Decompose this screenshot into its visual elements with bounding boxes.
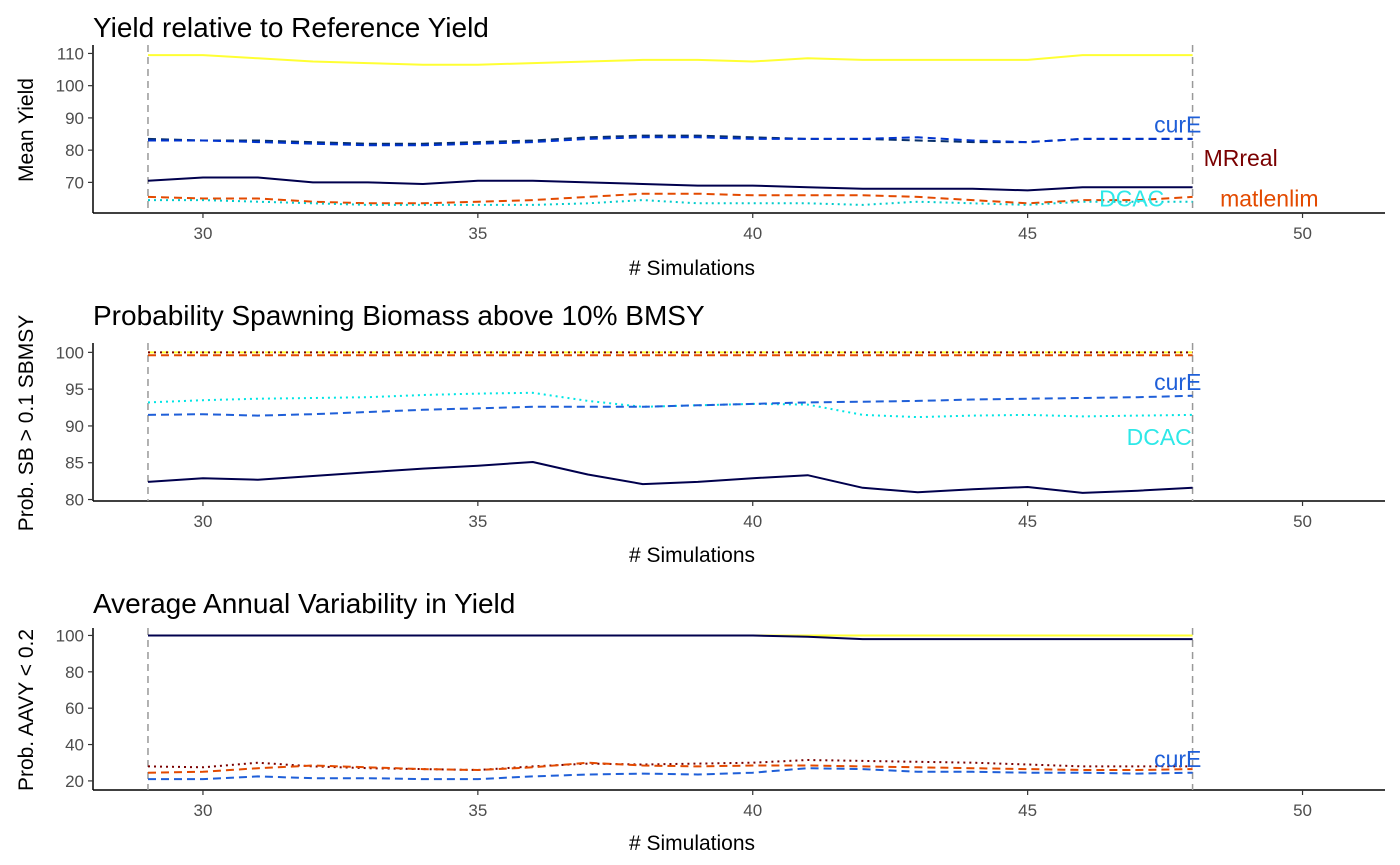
series-line xyxy=(147,192,1193,205)
y-tick-label: 40 xyxy=(65,736,84,755)
x-tick-label: 30 xyxy=(193,801,212,820)
series-line xyxy=(148,54,1193,66)
series-direct-label: DCAC xyxy=(1099,185,1164,211)
y-tick-label: 80 xyxy=(65,141,84,160)
y-tick-label: 100 xyxy=(56,626,84,645)
series-line xyxy=(147,394,1193,417)
y-tick-label: 110 xyxy=(57,44,84,63)
y-tick-label: 60 xyxy=(65,699,84,718)
series-direct-label: MRreal xyxy=(1204,145,1278,171)
series-line xyxy=(148,767,1193,781)
y-tick-label: 100 xyxy=(56,77,84,96)
x-tick-label: 30 xyxy=(193,224,212,243)
y-tick-label: 80 xyxy=(65,663,84,682)
series-line xyxy=(148,199,1193,206)
x-tick-label: 40 xyxy=(743,224,762,243)
series-line xyxy=(147,176,1193,192)
y-tick-label: 90 xyxy=(65,109,84,128)
y-tick-label: 90 xyxy=(65,417,84,436)
x-axis-label: # Simulations xyxy=(629,544,755,567)
y-axis-label: Prob. AAVY < 0.2 xyxy=(15,629,38,791)
chart-title: Yield relative to Reference Yield xyxy=(93,12,489,43)
y-tick-label: 95 xyxy=(65,380,84,399)
y-tick-label: 70 xyxy=(65,173,84,192)
x-tick-label: 50 xyxy=(1293,512,1312,531)
x-tick-label: 30 xyxy=(193,512,212,531)
x-tick-label: 40 xyxy=(743,512,762,531)
x-tick-label: 50 xyxy=(1293,224,1312,243)
series-direct-label: DCAC xyxy=(1127,424,1192,450)
x-tick-label: 45 xyxy=(1018,512,1037,531)
x-tick-label: 35 xyxy=(468,512,487,531)
series-line xyxy=(147,134,1193,145)
y-tick-label: 20 xyxy=(65,772,84,791)
x-tick-label: 35 xyxy=(468,801,487,820)
x-tick-label: 40 xyxy=(743,801,762,820)
series-direct-label: curE xyxy=(1154,369,1201,395)
series-direct-label: matlenlim xyxy=(1220,185,1318,211)
chart-title: Average Annual Variability in Yield xyxy=(93,588,515,619)
chart-panel-2: Probability Spawning Biomass above 10% B… xyxy=(15,300,1385,567)
series-line xyxy=(147,761,1193,774)
series-direct-label: curE xyxy=(1154,746,1201,772)
chart-title: Probability Spawning Biomass above 10% B… xyxy=(93,300,705,331)
y-axis-label: Mean Yield xyxy=(15,78,38,182)
x-axis-label: # Simulations xyxy=(629,257,755,280)
y-axis-label: Prob. SB > 0.1 SBMSY xyxy=(15,315,38,532)
x-tick-label: 35 xyxy=(468,224,487,243)
series-line xyxy=(148,634,1193,641)
series-line xyxy=(148,136,1193,147)
y-tick-label: 85 xyxy=(65,454,84,473)
x-tick-label: 50 xyxy=(1293,801,1312,820)
series-direct-label: curE xyxy=(1154,111,1201,137)
x-axis-label: # Simulations xyxy=(629,832,755,855)
series-line xyxy=(147,461,1193,494)
x-tick-label: 45 xyxy=(1018,224,1037,243)
y-tick-label: 80 xyxy=(65,491,84,510)
y-tick-label: 100 xyxy=(56,343,84,362)
chart-panel-3: Average Annual Variability in Yield 30 35 4… xyxy=(15,588,1385,855)
x-tick-label: 45 xyxy=(1018,801,1037,820)
chart-panel-1: Yield relative to Reference Yield 30 35 40 4… xyxy=(15,12,1385,280)
